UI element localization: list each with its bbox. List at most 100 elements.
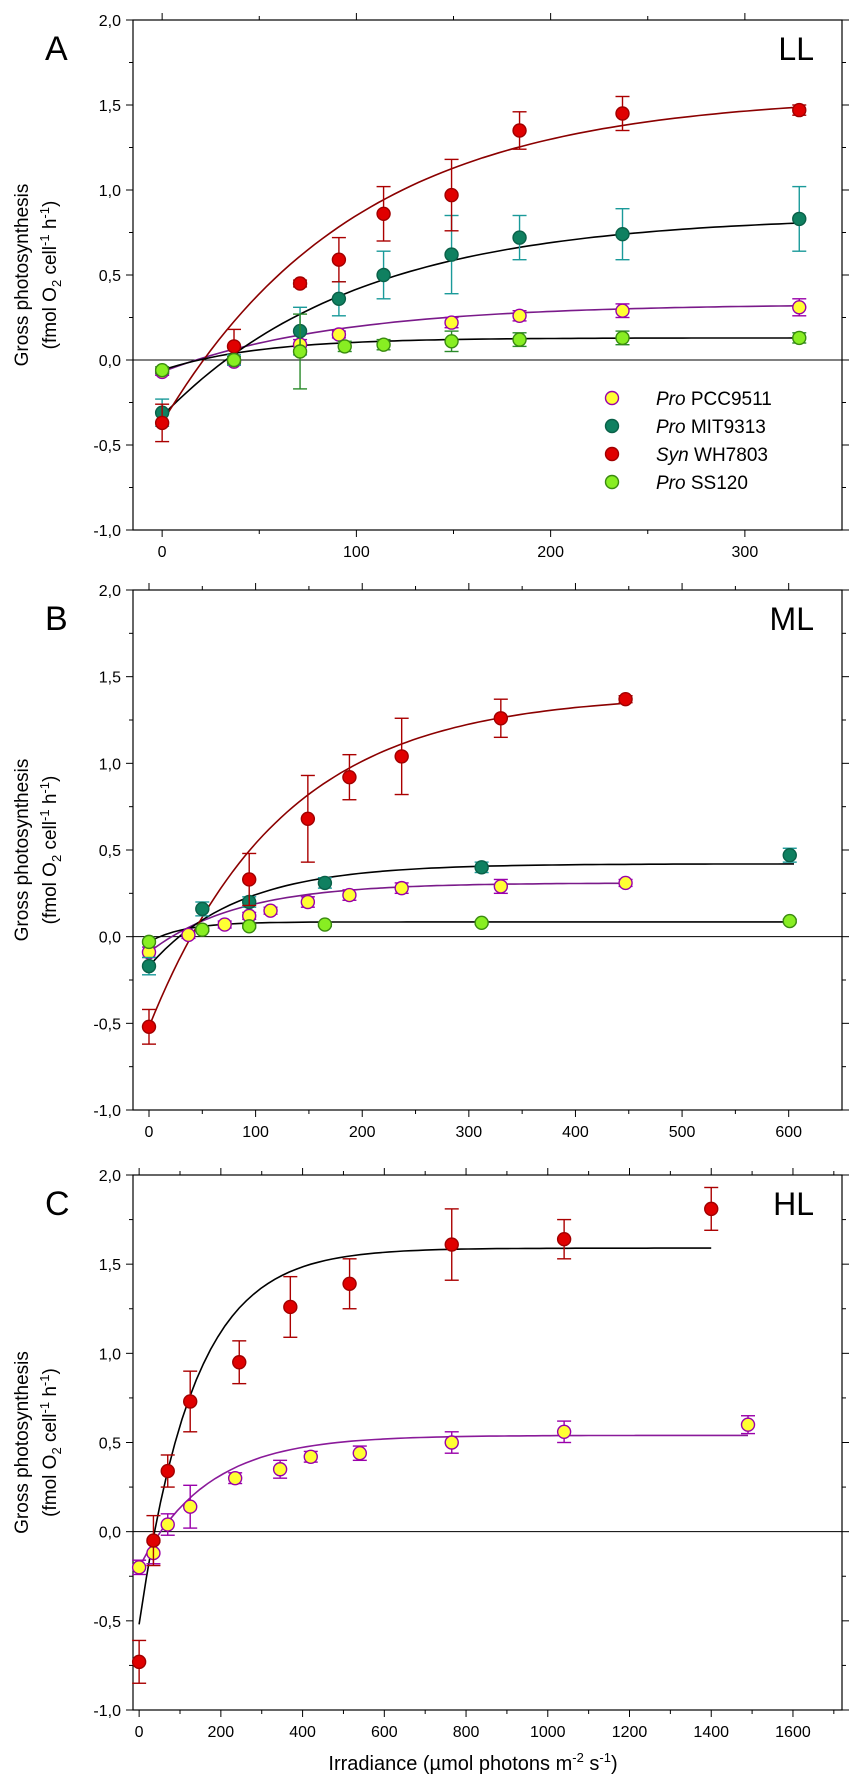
legend-marker	[604, 418, 620, 434]
data-point	[263, 903, 278, 918]
data-point	[556, 1424, 572, 1440]
x-tick-label: 100	[343, 544, 370, 561]
data-point	[394, 749, 409, 764]
data-point	[141, 1019, 157, 1035]
data-point	[303, 1449, 318, 1464]
y-axis-unit-label: (fmol O2 cell-1 h-1)	[37, 1368, 64, 1517]
x-tick-label: 200	[349, 1124, 376, 1141]
fit-curve-3	[161, 337, 804, 371]
x-tick-label: 200	[537, 544, 564, 561]
chart-panels: -1,0 -0,5 0,0 0,5 1,0 1,5 2,0 0 100 200 300 A LL Gros…	[12, 13, 849, 1741]
data-point	[160, 1517, 175, 1532]
x-tick-label: 0	[145, 1124, 154, 1141]
x-tick-label: 0	[135, 1724, 144, 1741]
data-point	[226, 352, 242, 368]
chart-panel-b: -1,0 -0,5 0,0 0,5 1,0 1,5 2,0 0 100 200 300 400 500 6…	[12, 583, 849, 1141]
data-point	[556, 1231, 572, 1247]
data-point	[782, 848, 797, 863]
y-tick-label: -0,5	[93, 438, 121, 455]
legend: Pro PCC9511 Pro MIT9313 Syn WH7803 Pro SS12…	[604, 389, 772, 494]
y-tick-label: 0,5	[99, 843, 121, 860]
y-axis-unit-label: (fmol O2 cell-1 h-1)	[37, 201, 64, 350]
data-point	[300, 894, 316, 910]
data-point	[331, 291, 347, 306]
chart-panel-c: -1,0 -0,5 0,0 0,5 1,0 1,5 2,0 0 200 400 600 800 1000…	[12, 1168, 849, 1741]
data-point	[300, 811, 316, 826]
condition-label: HL	[773, 1186, 814, 1222]
y-axis-label: Gross photosynthesis	[12, 184, 33, 367]
data-point	[493, 879, 509, 894]
data-point	[131, 1560, 147, 1575]
data-point	[792, 330, 807, 346]
data-point	[615, 330, 630, 346]
data-point	[292, 276, 308, 291]
y-axis-label: Gross photosynthesis	[12, 759, 33, 942]
y-tick-label: -1,0	[93, 523, 121, 540]
panel-letter: A	[45, 30, 68, 68]
y-tick-label: 2,0	[99, 1168, 121, 1185]
data-point	[342, 770, 357, 785]
x-tick-label: 300	[455, 1124, 482, 1141]
y-tick-label: 1,0	[99, 1346, 121, 1363]
data-point	[292, 344, 308, 359]
data-point	[376, 206, 391, 222]
y-tick-label: 2,0	[99, 13, 121, 30]
y-tick-label: 1,5	[99, 670, 121, 687]
data-point	[337, 339, 352, 354]
data-point	[141, 934, 157, 950]
data-point	[331, 327, 347, 342]
data-point	[183, 1394, 198, 1409]
y-tick-label: 0,5	[99, 1436, 121, 1453]
data-point	[394, 880, 409, 896]
data-point	[444, 315, 459, 330]
x-tick-label: 1000	[530, 1724, 566, 1741]
data-point	[376, 267, 391, 283]
x-tick-label: 1400	[693, 1724, 729, 1741]
fit-curve-0	[138, 1434, 748, 1568]
data-point	[615, 303, 630, 318]
fit-curve-1	[148, 863, 794, 967]
data-point	[474, 860, 489, 875]
x-tick-label: 200	[208, 1724, 235, 1741]
data-point	[444, 1237, 459, 1252]
y-tick-label: 0,5	[99, 268, 121, 285]
x-tick-label: 600	[775, 1124, 802, 1141]
legend-marker	[604, 390, 620, 406]
y-tick-label: 0,0	[99, 353, 121, 370]
x-axis-label: Irradiance (µmol photons m-2 s-1)	[328, 1750, 617, 1775]
y-tick-label: 0,0	[99, 1525, 121, 1542]
data-point	[512, 308, 527, 323]
fit-curve-1	[161, 222, 804, 417]
y-axis-unit-label: (fmol O2 cell-1 h-1)	[37, 776, 64, 925]
data-point	[227, 1470, 243, 1486]
y-tick-label: 1,0	[99, 756, 121, 773]
x-tick-label: 300	[732, 544, 759, 561]
plot-frame	[132, 589, 843, 1111]
data-point	[181, 927, 196, 943]
x-tick-label: 500	[669, 1124, 696, 1141]
legend-marker	[604, 474, 620, 490]
data-point	[272, 1462, 288, 1477]
data-point	[792, 300, 807, 315]
data-point	[331, 252, 347, 267]
legend-entry: Pro SS120	[656, 473, 748, 494]
y-tick-label: -1,0	[93, 1103, 121, 1120]
x-tick-label: 0	[158, 544, 167, 561]
y-tick-label: -0,5	[93, 1614, 121, 1631]
condition-label: ML	[770, 601, 814, 637]
data-point	[232, 1355, 247, 1370]
y-axis-label: Gross photosynthesis	[12, 1351, 33, 1534]
fit-curve-0	[161, 304, 804, 373]
y-tick-label: 1,0	[99, 183, 121, 200]
data-point	[512, 332, 527, 347]
x-tick-label: 800	[453, 1724, 480, 1741]
data-point	[217, 917, 232, 932]
data-point	[782, 913, 797, 929]
data-point	[618, 692, 633, 707]
data-point	[160, 1463, 175, 1479]
data-point	[444, 247, 459, 262]
legend-entry: Pro PCC9511	[656, 389, 772, 410]
data-point	[342, 887, 357, 903]
y-tick-label: 0,0	[99, 930, 121, 947]
